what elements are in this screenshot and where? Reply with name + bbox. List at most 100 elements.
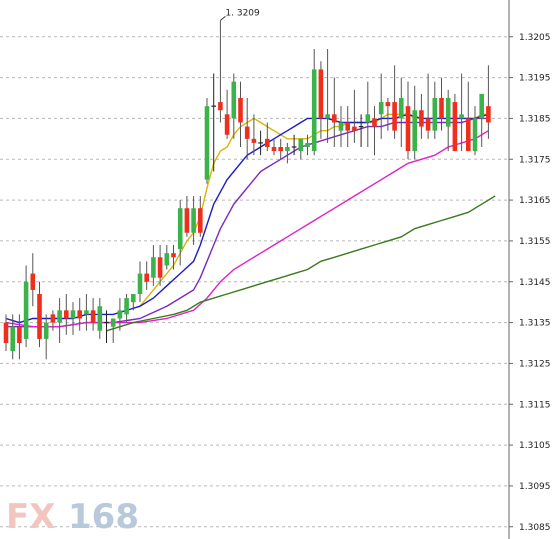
candle: [104, 310, 109, 343]
candle-body: [218, 102, 223, 111]
candle-body: [278, 147, 283, 152]
candle-body: [157, 257, 163, 278]
candle-body: [385, 102, 391, 107]
candle: [110, 318, 116, 343]
candle: [57, 298, 62, 343]
y-tick-label: 1.3135: [519, 319, 551, 329]
candle: [365, 81, 371, 147]
candle: [70, 302, 76, 335]
candle: [204, 98, 210, 184]
candle-body: [84, 310, 89, 315]
candle: [97, 298, 103, 339]
candle-body: [43, 322, 49, 339]
candle: [144, 261, 149, 290]
candle: [318, 61, 324, 139]
candle-body: [204, 106, 210, 180]
candle: [298, 138, 304, 160]
candle: [332, 77, 337, 147]
candle-body: [191, 208, 196, 233]
candle-body: [137, 273, 143, 294]
candle: [50, 310, 56, 331]
y-tick-label: 1.3145: [519, 278, 551, 288]
grid-lines: [0, 36, 509, 528]
candle: [265, 122, 270, 152]
candle: [77, 298, 82, 331]
candle: [466, 81, 471, 152]
candle-body: [452, 102, 458, 152]
watermark-168: 168: [68, 497, 139, 537]
candle-body: [405, 106, 411, 152]
candle: [385, 98, 391, 131]
candle: [164, 245, 170, 270]
candle: [325, 49, 330, 143]
candle-body: [50, 314, 56, 323]
candle-body: [3, 322, 9, 343]
candle-body: [479, 93, 484, 119]
y-tick-label: 1.3095: [519, 482, 551, 492]
candle-body: [144, 273, 149, 282]
candle: [157, 245, 163, 286]
candle-body: [298, 138, 304, 152]
candle: [425, 73, 431, 139]
y-tick-label: 1.3105: [519, 441, 551, 451]
candle: [30, 253, 36, 307]
candle-body: [265, 138, 270, 147]
candle-body: [338, 122, 344, 131]
candle: [238, 81, 243, 147]
candle: [231, 73, 237, 139]
candle-body: [392, 102, 397, 131]
candle: [84, 294, 89, 331]
candle-body: [17, 326, 22, 343]
candle: [17, 314, 22, 360]
candle: [218, 20, 223, 123]
candle: [271, 138, 277, 156]
candle-body: [251, 138, 257, 143]
candle: [131, 294, 136, 311]
candle: [285, 142, 290, 164]
peak-label-leader: [220, 16, 226, 21]
candle-body: [57, 310, 62, 323]
candle-body: [198, 208, 203, 233]
candle: [479, 93, 484, 147]
candle-body: [171, 253, 176, 258]
candle: [3, 314, 9, 352]
candle-body: [439, 98, 444, 119]
candle-body: [117, 310, 123, 319]
candle-body: [345, 122, 350, 131]
candle: [278, 138, 283, 160]
y-tick-label: 1.3115: [519, 400, 551, 410]
candle: [452, 93, 458, 152]
candle: [258, 130, 263, 156]
candle: [37, 281, 42, 348]
y-tick-label: 1.3175: [519, 155, 551, 165]
candle-body: [378, 102, 384, 115]
candle: [198, 196, 203, 237]
candle-body: [23, 281, 29, 339]
candle-body: [244, 126, 250, 139]
candle: [117, 298, 123, 331]
candle: [224, 89, 230, 139]
candle-body: [184, 208, 190, 233]
y-tick-label: 1.3165: [519, 196, 551, 206]
candle: [392, 65, 397, 139]
candle: [405, 81, 411, 160]
candle-body: [64, 310, 69, 319]
candle: [486, 65, 491, 139]
candle-body: [110, 318, 116, 327]
candle-body: [37, 294, 42, 339]
candle: [251, 114, 257, 156]
candle: [191, 196, 196, 245]
candle-body: [419, 110, 424, 127]
candle: [311, 49, 317, 156]
candle: [43, 314, 49, 360]
candle-body: [466, 118, 471, 152]
candle: [10, 314, 15, 360]
candle: [432, 81, 438, 139]
candle-body: [151, 257, 156, 278]
candle-body: [285, 147, 290, 152]
candle: [338, 106, 344, 147]
candle-body: [425, 118, 431, 131]
candle-body: [238, 98, 243, 123]
candle-body: [124, 298, 129, 315]
